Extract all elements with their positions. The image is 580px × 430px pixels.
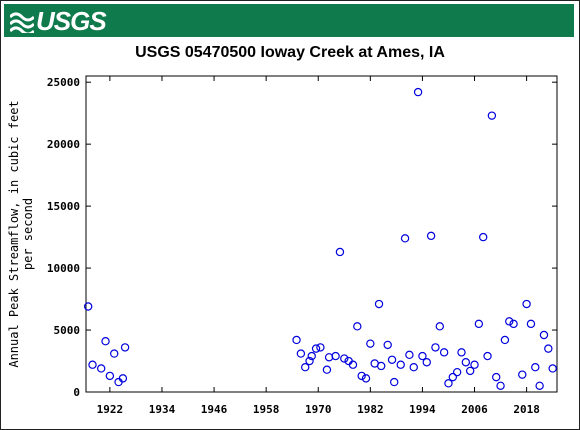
data-point bbox=[405, 350, 414, 360]
data-point bbox=[322, 365, 332, 374]
data-point bbox=[307, 351, 316, 361]
data-point bbox=[376, 361, 386, 371]
data-point bbox=[539, 330, 549, 340]
y-tick-label: 15000 bbox=[47, 200, 80, 213]
data-point bbox=[457, 348, 466, 357]
data-point bbox=[544, 344, 553, 353]
x-tick-label: 1982 bbox=[357, 403, 384, 416]
data-point bbox=[492, 372, 501, 382]
data-point bbox=[479, 232, 488, 242]
plot-area bbox=[85, 75, 558, 393]
data-point bbox=[374, 299, 384, 309]
data-point bbox=[110, 349, 119, 358]
data-points bbox=[83, 87, 557, 391]
data-point bbox=[548, 364, 557, 373]
data-point bbox=[409, 363, 418, 372]
data-point bbox=[83, 302, 93, 311]
x-tick-label: 1970 bbox=[305, 403, 332, 416]
data-point bbox=[387, 355, 397, 364]
data-point bbox=[390, 377, 399, 387]
data-point bbox=[431, 343, 440, 352]
data-point bbox=[331, 351, 340, 361]
data-point bbox=[426, 231, 436, 241]
data-point bbox=[335, 247, 345, 257]
data-point bbox=[105, 371, 115, 381]
data-point bbox=[509, 319, 518, 329]
data-point bbox=[118, 374, 128, 383]
x-tick-label: 1922 bbox=[97, 403, 124, 416]
data-point bbox=[448, 372, 458, 382]
data-point bbox=[413, 87, 423, 97]
data-point bbox=[88, 360, 97, 369]
data-point bbox=[470, 360, 479, 369]
data-point bbox=[340, 354, 349, 363]
data-point bbox=[487, 111, 497, 120]
y-tick-label: 10000 bbox=[47, 262, 80, 275]
data-point bbox=[518, 370, 527, 379]
data-point bbox=[465, 366, 475, 376]
data-point bbox=[311, 344, 321, 353]
data-point bbox=[500, 335, 510, 345]
data-point bbox=[496, 381, 505, 391]
data-point bbox=[348, 360, 358, 369]
data-point bbox=[353, 322, 362, 331]
data-point bbox=[535, 381, 544, 391]
x-tick-label: 2006 bbox=[461, 403, 488, 416]
data-point bbox=[505, 317, 514, 326]
x-tick-label: 1934 bbox=[149, 403, 176, 416]
data-point bbox=[96, 364, 106, 373]
data-point bbox=[422, 358, 431, 367]
usgs-wave-icon bbox=[10, 8, 34, 33]
data-point bbox=[120, 343, 130, 352]
x-tick-label: 2018 bbox=[513, 403, 540, 416]
chart-title: USGS 05470500 Ioway Creek at Ames, IA bbox=[135, 44, 445, 61]
data-point bbox=[357, 371, 366, 381]
data-point bbox=[444, 379, 453, 388]
data-point bbox=[301, 363, 310, 372]
data-point bbox=[483, 351, 492, 361]
y-tick-label: 20000 bbox=[47, 138, 80, 151]
usgs-logo-text: USGS bbox=[36, 5, 107, 36]
usgs-banner: USGS bbox=[4, 4, 574, 37]
x-tick-label: 1946 bbox=[201, 403, 228, 416]
y-axis-ticks: 0 5000 10000 15000 20000 25000 bbox=[47, 76, 557, 399]
x-axis-ticks: 1922 1934 1946 1958 1970 1982 1994 2006 2018 bbox=[97, 76, 540, 416]
data-point bbox=[400, 234, 410, 243]
data-point bbox=[526, 319, 536, 329]
data-point bbox=[474, 319, 484, 329]
y-axis-label: Annual Peak Streamflow, in cubic feet per… bbox=[7, 100, 35, 367]
data-point bbox=[101, 336, 110, 346]
data-point bbox=[396, 360, 405, 369]
x-tick-label: 1994 bbox=[409, 403, 436, 416]
data-point bbox=[418, 351, 427, 361]
y-axis-label-line: Annual Peak Streamflow, in cubic feet bbox=[7, 100, 21, 367]
data-point bbox=[361, 374, 371, 383]
y-tick-label: 5000 bbox=[54, 324, 81, 337]
data-point bbox=[531, 363, 540, 372]
data-point bbox=[316, 343, 325, 352]
data-point bbox=[522, 299, 531, 309]
data-point bbox=[383, 340, 392, 350]
data-point bbox=[461, 358, 471, 367]
x-tick-label: 1958 bbox=[253, 403, 280, 416]
y-tick-label: 0 bbox=[73, 386, 80, 399]
data-point bbox=[292, 335, 301, 345]
y-axis-label-line: per second bbox=[21, 198, 35, 270]
usgs-logo[interactable]: USGS bbox=[10, 5, 107, 36]
data-point bbox=[435, 322, 444, 331]
data-point bbox=[296, 349, 306, 358]
data-point bbox=[439, 348, 449, 357]
y-tick-label: 25000 bbox=[47, 76, 80, 89]
data-point bbox=[305, 356, 314, 366]
data-point bbox=[366, 339, 375, 348]
data-point bbox=[452, 367, 462, 377]
